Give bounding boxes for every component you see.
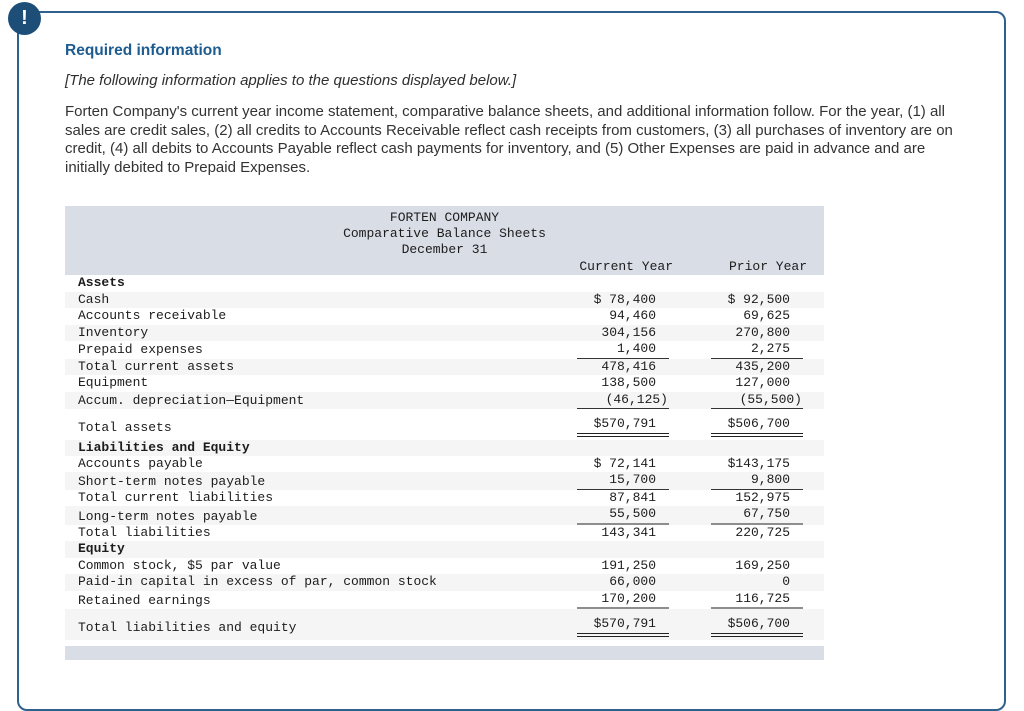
current-year-value: 191,250 bbox=[601, 557, 656, 573]
table-row: Long-term notes payable 55,500 67,750 bbox=[65, 506, 824, 525]
current-year-value: 1,400 bbox=[577, 341, 669, 359]
current-year-value: 66,000 bbox=[609, 574, 656, 590]
current-year-value: (46,125) bbox=[577, 392, 669, 410]
prior-year-value: $143,175 bbox=[727, 455, 790, 471]
current-year-value: 304,156 bbox=[601, 324, 656, 340]
row-label: Accounts payable bbox=[78, 456, 203, 472]
table-row: Paid-in capital in excess of par, common… bbox=[65, 574, 824, 591]
row-label: Liabilities and Equity bbox=[78, 439, 250, 455]
table-row: Total assets $570,791 $506,700 bbox=[65, 409, 824, 440]
column-header-spacer bbox=[65, 259, 535, 275]
table-row: Retained earnings 170,200 116,725 bbox=[65, 591, 824, 610]
table-row: Total current liabilities 87,841 152,975 bbox=[65, 490, 824, 507]
statement-date: December 31 bbox=[401, 242, 488, 258]
row-label: Short-term notes payable bbox=[78, 473, 266, 489]
row-label: Paid-in capital in excess of par, common… bbox=[78, 574, 437, 590]
column-header-current-year: Current Year bbox=[579, 259, 673, 275]
row-label: Total liabilities and equity bbox=[78, 620, 297, 636]
row-label: Long-term notes payable bbox=[78, 508, 258, 524]
current-year-value: 94,460 bbox=[609, 308, 656, 324]
prior-year-value: 152,975 bbox=[735, 489, 790, 505]
prior-year-value: $506,700 bbox=[711, 616, 803, 637]
prior-year-value: $506,700 bbox=[711, 416, 803, 437]
row-label: Equity bbox=[78, 541, 125, 557]
table-row: Cash $ 78,400 $ 92,500 bbox=[65, 291, 824, 309]
alert-exclamation-icon: ! bbox=[8, 2, 41, 35]
column-header-row: Current Year Prior Year bbox=[65, 259, 824, 275]
prior-year-value: 2,275 bbox=[711, 341, 803, 359]
table-row: Assets bbox=[65, 275, 824, 291]
table-row: Short-term notes payable 15,700 9,800 bbox=[65, 472, 824, 490]
current-year-value: $570,791 bbox=[577, 616, 669, 637]
prior-year-value: 67,750 bbox=[711, 506, 803, 525]
row-label: Total liabilities bbox=[78, 525, 211, 541]
current-year-value: 138,500 bbox=[601, 375, 656, 391]
row-label: Accounts receivable bbox=[78, 308, 227, 324]
prior-year-value: 116,725 bbox=[711, 591, 803, 610]
current-year-value: 55,500 bbox=[577, 506, 669, 525]
row-label: Assets bbox=[78, 275, 125, 291]
prior-year-value: 270,800 bbox=[735, 324, 790, 340]
prior-year-value: 127,000 bbox=[735, 375, 790, 391]
table-row: Inventory 304,156 270,800 bbox=[65, 324, 824, 342]
prior-year-value: 169,250 bbox=[735, 557, 790, 573]
row-label: Prepaid expenses bbox=[78, 342, 203, 358]
required-information-card: Required information [The following info… bbox=[17, 11, 1006, 711]
table-row: Prepaid expenses 1,400 2,275 bbox=[65, 341, 824, 359]
table-row: Accounts receivable 94,460 69,625 bbox=[65, 308, 824, 325]
column-header-prior-year: Prior Year bbox=[728, 259, 807, 275]
prior-year-value: 9,800 bbox=[711, 472, 803, 490]
current-year-value: 15,700 bbox=[577, 472, 669, 490]
prior-year-value: 435,200 bbox=[735, 358, 790, 374]
current-year-value: $ 78,400 bbox=[593, 291, 656, 307]
table-row: Total liabilities and equity $570,791 $5… bbox=[65, 609, 824, 640]
row-label: Accum. depreciation—Equipment bbox=[78, 392, 305, 408]
row-label: Total current assets bbox=[78, 358, 235, 374]
prior-year-value: (55,500) bbox=[711, 392, 803, 410]
balance-sheet-header: FORTEN COMPANY Comparative Balance Sheet… bbox=[65, 206, 824, 276]
current-year-value: $570,791 bbox=[577, 416, 669, 437]
current-year-value: 143,341 bbox=[601, 524, 656, 540]
statement-title: Comparative Balance Sheets bbox=[343, 226, 546, 242]
balance-sheet-table: FORTEN COMPANY Comparative Balance Sheet… bbox=[65, 206, 824, 660]
balance-sheet-footer-band bbox=[65, 645, 824, 660]
row-label: Common stock, $5 par value bbox=[78, 557, 281, 573]
current-year-value: 478,416 bbox=[601, 358, 656, 374]
table-row: Common stock, $5 par value 191,250 169,2… bbox=[65, 558, 824, 575]
table-row: Liabilities and Equity bbox=[65, 439, 824, 456]
prior-year-value: 0 bbox=[782, 574, 790, 590]
table-row: Total current assets 478,416 435,200 bbox=[65, 358, 824, 376]
required-information-title: Required information bbox=[65, 42, 222, 59]
row-label: Cash bbox=[78, 291, 110, 307]
current-year-value: 87,841 bbox=[609, 489, 656, 505]
row-label: Retained earnings bbox=[78, 592, 211, 608]
prior-year-value: $ 92,500 bbox=[727, 291, 790, 307]
table-row: Equipment 138,500 127,000 bbox=[65, 375, 824, 392]
prior-year-value: 220,725 bbox=[735, 524, 790, 540]
applies-below-note: [The following information applies to th… bbox=[65, 72, 517, 89]
table-row: Total liabilities 143,341 220,725 bbox=[65, 525, 824, 542]
row-label: Total assets bbox=[78, 420, 172, 436]
balance-sheet-rows: Assets Cash $ 78,400 $ 92,500 Accounts r… bbox=[65, 275, 824, 640]
current-year-value: 170,200 bbox=[577, 591, 669, 610]
problem-description: Forten Company's current year income sta… bbox=[65, 103, 953, 176]
row-label: Inventory bbox=[78, 324, 149, 340]
company-name: FORTEN COMPANY bbox=[389, 210, 500, 226]
row-label: Total current liabilities bbox=[78, 490, 274, 506]
row-label: Equipment bbox=[78, 375, 149, 391]
table-row: Accounts payable $ 72,141 $143,175 bbox=[65, 456, 824, 473]
current-year-value: $ 72,141 bbox=[593, 455, 656, 471]
table-row: Accum. depreciation—Equipment (46,125) (… bbox=[65, 391, 824, 410]
table-row: Equity bbox=[65, 541, 824, 558]
prior-year-value: 69,625 bbox=[743, 308, 790, 324]
